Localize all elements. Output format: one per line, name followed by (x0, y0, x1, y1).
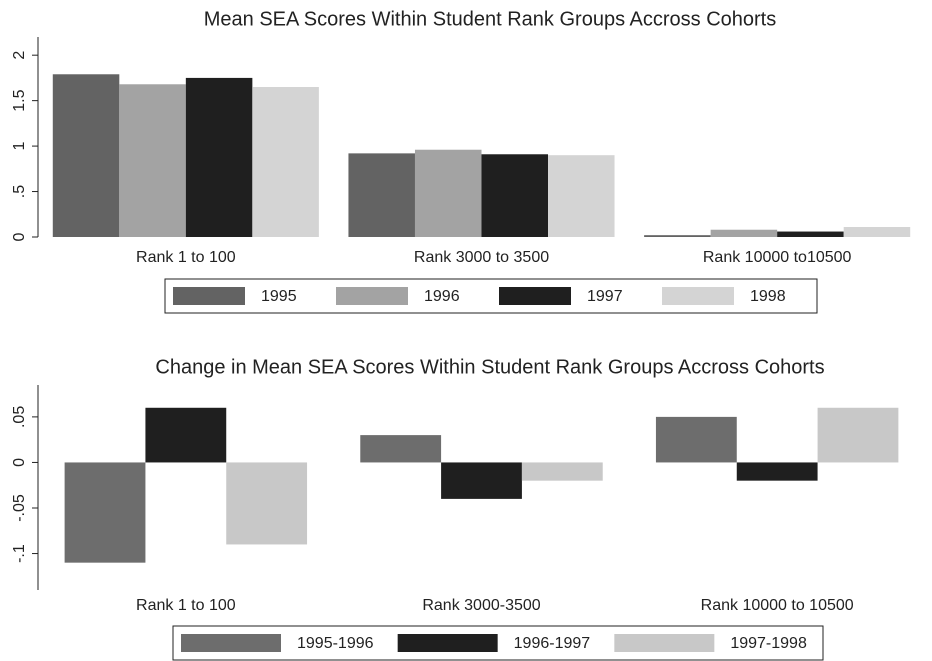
bar (145, 407, 227, 463)
x-tick-label: Rank 10000 to 10500 (701, 597, 854, 614)
y-tick-label: 2 (11, 51, 28, 60)
legend-swatch (181, 634, 281, 652)
legend-swatch (336, 287, 408, 305)
bar (481, 154, 549, 237)
bar (644, 235, 711, 237)
bar (710, 229, 778, 237)
legend-label: 1997 (587, 288, 623, 305)
x-tick-label: Rank 3000-3500 (422, 597, 540, 614)
y-tick-label: -.1 (11, 544, 28, 563)
x-tick-label: Rank 3000 to 3500 (414, 249, 549, 266)
x-tick-label: Rank 1 to 100 (136, 597, 236, 614)
legend-box (172, 625, 824, 661)
bar (414, 149, 482, 237)
bar (521, 462, 603, 481)
bar (360, 435, 442, 463)
legend-swatch (173, 287, 245, 305)
bar (348, 153, 415, 237)
bar (777, 231, 844, 237)
legend-label: 1995-1996 (297, 635, 374, 652)
bar (843, 227, 911, 237)
legend-swatch (662, 287, 734, 305)
bar (119, 84, 186, 237)
bar (817, 407, 899, 463)
y-tick-label: .05 (11, 406, 28, 428)
legend-swatch (499, 287, 571, 305)
chart-title: Mean SEA Scores Within Student Rank Grou… (204, 8, 776, 30)
bar (52, 74, 120, 237)
bar (548, 155, 615, 237)
y-tick-label: 1 (11, 142, 28, 151)
bar (64, 462, 146, 563)
y-tick-label: .5 (11, 185, 28, 198)
x-tick-label: Rank 1 to 100 (136, 249, 236, 266)
bar (226, 462, 308, 545)
chart-title: Change in Mean SEA Scores Within Student… (155, 356, 824, 378)
y-tick-label: 1.5 (11, 89, 28, 111)
bar (736, 462, 818, 481)
bar (252, 87, 319, 237)
legend-label: 1995 (261, 288, 297, 305)
y-tick-label: 0 (11, 232, 28, 241)
legend-label: 1997-1998 (730, 635, 807, 652)
bar (655, 416, 737, 463)
legend-swatch (397, 634, 498, 652)
legend-swatch (614, 634, 715, 652)
x-tick-label: Rank 10000 to10500 (703, 249, 852, 266)
legend-box (164, 278, 818, 314)
y-tick-label: -.05 (11, 494, 28, 522)
legend-label: 1996-1997 (514, 635, 591, 652)
legend-label: 1996 (424, 288, 460, 305)
bar (185, 77, 253, 237)
legend-label: 1998 (750, 288, 786, 305)
bar (441, 462, 522, 499)
y-tick-label: 0 (11, 458, 28, 467)
